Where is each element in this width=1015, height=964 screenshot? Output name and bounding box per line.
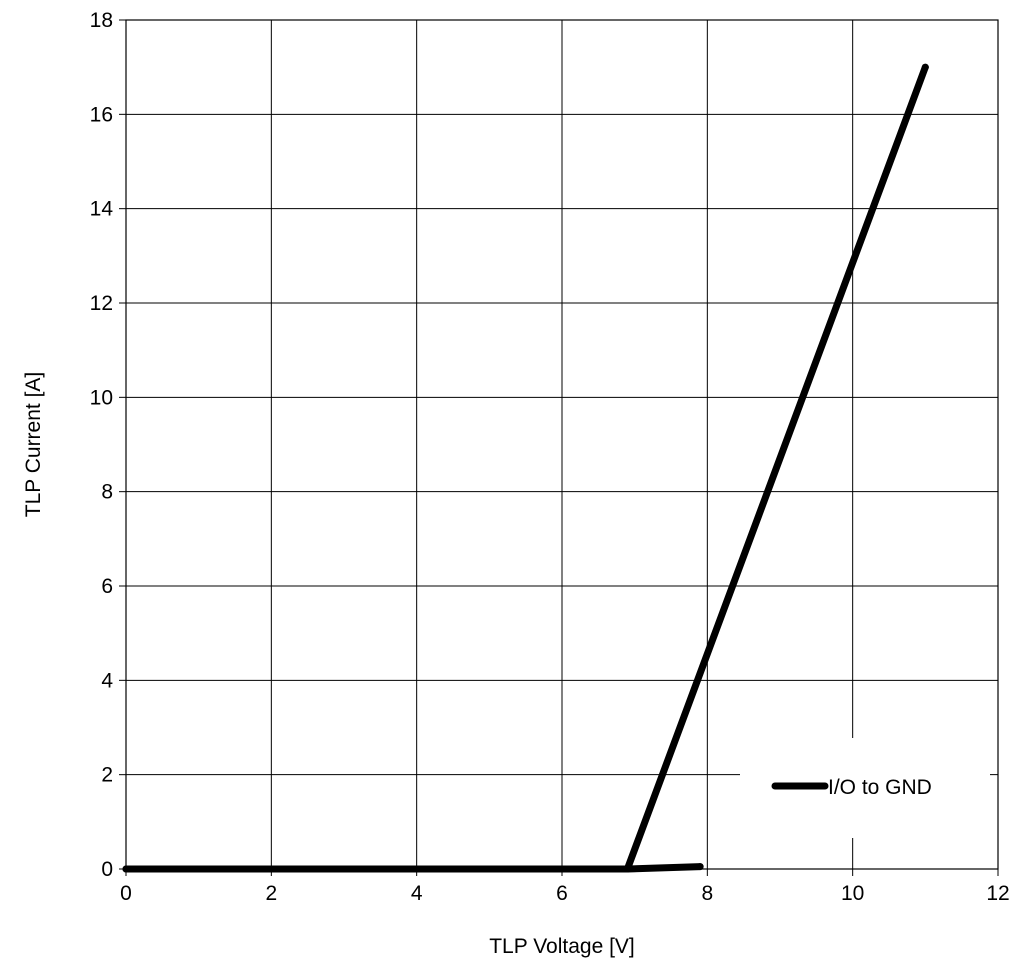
y-tick-label: 16 [90,103,113,126]
legend-label: I/O to GND [828,776,932,799]
y-tick-label: 14 [90,198,114,221]
y-axis-title: TLP Current [A] [22,372,45,518]
y-tick-label: 18 [90,9,113,32]
y-tick-label: 0 [101,858,113,881]
y-tick-label: 2 [101,764,113,787]
y-tick-label: 6 [101,575,113,598]
y-tick-label: 8 [101,481,113,504]
x-tick-label: 4 [411,882,423,905]
x-tick-label: 10 [841,882,864,905]
x-tick-label: 6 [556,882,568,905]
y-tick-label: 4 [101,669,113,692]
x-axis: 0 2 4 6 8 10 12 [120,869,1010,905]
x-axis-title: TLP Voltage [V] [489,935,635,958]
x-tick-label: 0 [120,882,132,905]
x-tick-label: 2 [265,882,277,905]
data-point [696,863,704,871]
y-tick-label: 10 [90,386,113,409]
legend: I/O to GND [740,738,990,838]
data-point [921,63,929,71]
x-tick-label: 8 [701,882,713,905]
x-tick-label: 12 [986,882,1009,905]
y-axis: 0 2 4 6 8 10 12 14 16 18 [90,9,126,881]
y-tick-label: 12 [90,292,113,315]
